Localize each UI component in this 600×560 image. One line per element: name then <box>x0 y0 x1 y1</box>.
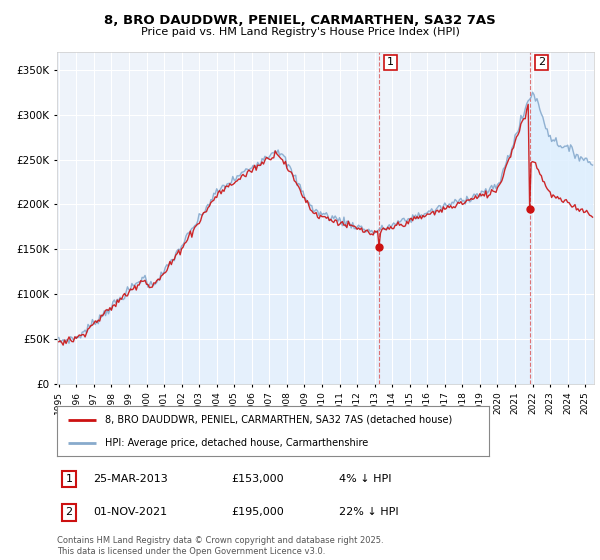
Text: £153,000: £153,000 <box>231 474 284 484</box>
Text: 8, BRO DAUDDWR, PENIEL, CARMARTHEN, SA32 7AS (detached house): 8, BRO DAUDDWR, PENIEL, CARMARTHEN, SA32… <box>104 414 452 424</box>
Text: 2: 2 <box>65 507 73 517</box>
Text: 2: 2 <box>538 57 545 67</box>
Text: 8, BRO DAUDDWR, PENIEL, CARMARTHEN, SA32 7AS: 8, BRO DAUDDWR, PENIEL, CARMARTHEN, SA32… <box>104 14 496 27</box>
Text: £195,000: £195,000 <box>231 507 284 517</box>
Text: Price paid vs. HM Land Registry's House Price Index (HPI): Price paid vs. HM Land Registry's House … <box>140 27 460 37</box>
Text: 25-MAR-2013: 25-MAR-2013 <box>93 474 168 484</box>
Text: 1: 1 <box>65 474 73 484</box>
Text: 1: 1 <box>387 57 394 67</box>
Text: HPI: Average price, detached house, Carmarthenshire: HPI: Average price, detached house, Carm… <box>104 438 368 448</box>
Text: 01-NOV-2021: 01-NOV-2021 <box>93 507 167 517</box>
Text: 22% ↓ HPI: 22% ↓ HPI <box>339 507 398 517</box>
Text: 4% ↓ HPI: 4% ↓ HPI <box>339 474 391 484</box>
Text: Contains HM Land Registry data © Crown copyright and database right 2025.
This d: Contains HM Land Registry data © Crown c… <box>57 536 383 556</box>
